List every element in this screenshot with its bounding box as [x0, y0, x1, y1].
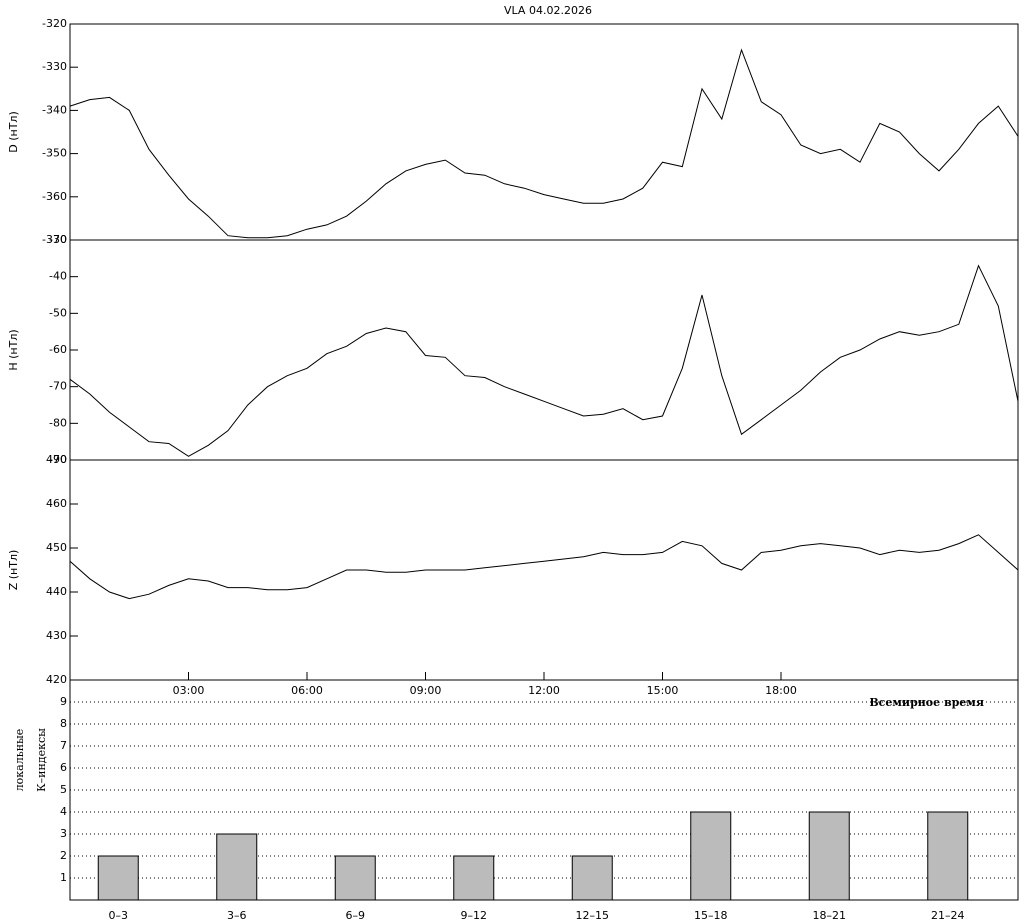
x-tick-label: 3–6	[227, 909, 247, 921]
bar	[927, 811, 969, 901]
y-tick-label: -30	[49, 233, 67, 246]
data-line	[69, 48, 1019, 239]
y-tick-label: 430	[46, 629, 67, 642]
x-tick-label: 12–15	[576, 909, 610, 921]
y-axis-label: Z (нТл)	[7, 550, 20, 591]
x-tick-label: 03:00	[173, 684, 205, 697]
y-tick-label: 5	[60, 783, 67, 796]
panel-frame	[69, 679, 1019, 901]
y-tick-label: -60	[49, 343, 67, 356]
y-tick-label: 2	[60, 849, 67, 862]
y-tick-label: 8	[60, 717, 67, 730]
x-tick-label: 21–24	[931, 909, 965, 921]
panel-frame	[69, 239, 1019, 461]
y-tick-label: 3	[60, 827, 67, 840]
y-tick-label: 7	[60, 739, 67, 752]
y-axis-label: К–индексы	[35, 728, 48, 792]
y-tick-label: 470	[46, 453, 67, 466]
y-axis-label: H (нТл)	[7, 329, 20, 370]
y-tick-label: 1	[60, 871, 67, 884]
chart-title: VLA 04.02.2026	[504, 4, 592, 17]
y-tick-label: -340	[42, 103, 67, 116]
y-axis-label: локальные	[13, 729, 26, 792]
y-tick-label: -370	[42, 233, 67, 246]
y-tick-label: -40	[49, 270, 67, 283]
y-tick-label: -360	[42, 190, 67, 203]
y-tick-label: 440	[46, 585, 67, 598]
x-tick-label: 18:00	[765, 684, 797, 697]
y-axis-label: D (нТл)	[7, 111, 20, 153]
bar	[808, 811, 850, 901]
y-tick-label: 4	[60, 805, 67, 818]
y-tick-label: -50	[49, 306, 67, 319]
x-tick-label: 15–18	[694, 909, 728, 921]
bar	[690, 811, 732, 901]
y-tick-label: -350	[42, 147, 67, 160]
y-tick-label: -90	[49, 453, 67, 466]
data-line	[69, 264, 1019, 457]
y-tick-label: -80	[49, 416, 67, 429]
bar	[216, 833, 258, 901]
y-tick-label: 420	[46, 673, 67, 686]
y-tick-label: -70	[49, 380, 67, 393]
x-tick-label: 12:00	[528, 684, 560, 697]
x-tick-label: 9–12	[461, 909, 488, 921]
y-tick-label: 6	[60, 761, 67, 774]
bar	[334, 855, 376, 901]
data-line	[69, 534, 1019, 600]
x-tick-label: 18–21	[813, 909, 847, 921]
y-tick-label: -330	[42, 60, 67, 73]
x-tick-label: 6–9	[346, 909, 366, 921]
x-tick-label: 15:00	[647, 684, 679, 697]
y-tick-label: 9	[60, 695, 67, 708]
x-tick-label: 09:00	[410, 684, 442, 697]
bar	[571, 855, 613, 901]
y-tick-label: 450	[46, 541, 67, 554]
y-tick-label: 460	[46, 497, 67, 510]
bar	[453, 855, 495, 901]
bar	[97, 855, 139, 901]
x-tick-label: 0–3	[109, 909, 129, 921]
panel-frame	[69, 459, 1019, 681]
y-tick-label: -320	[42, 17, 67, 30]
x-tick-label: 06:00	[291, 684, 323, 697]
